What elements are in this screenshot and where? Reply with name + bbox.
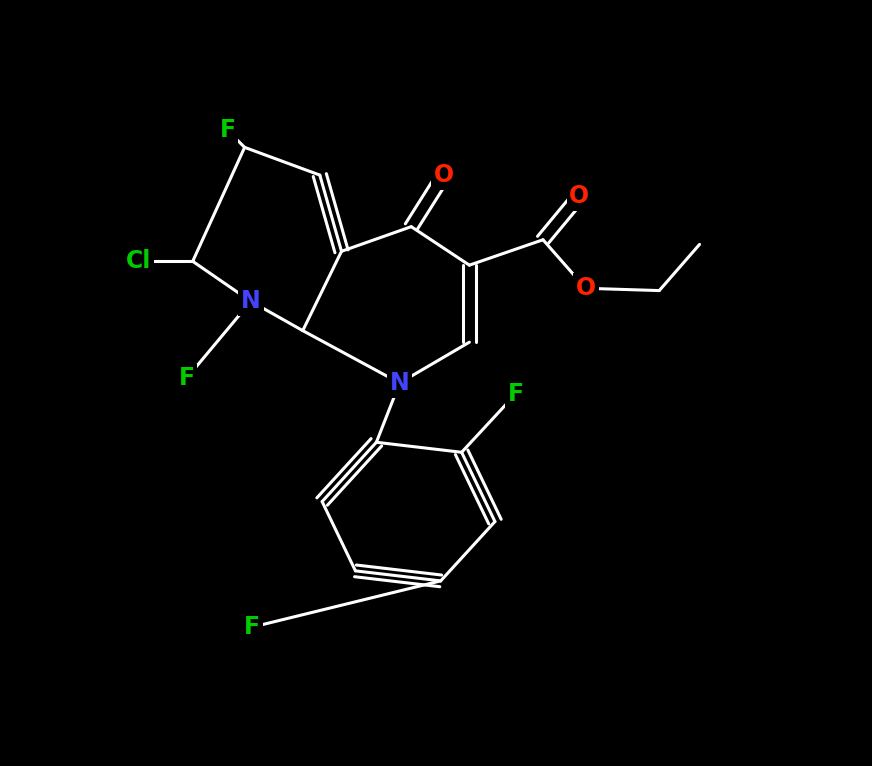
Text: F: F <box>508 381 524 406</box>
Text: N: N <box>390 371 410 395</box>
Text: N: N <box>241 290 261 313</box>
Text: O: O <box>576 277 596 300</box>
Text: F: F <box>220 119 235 142</box>
Text: O: O <box>433 163 453 187</box>
Text: O: O <box>569 184 589 208</box>
Text: F: F <box>244 615 261 639</box>
Text: F: F <box>179 366 194 391</box>
Text: Cl: Cl <box>126 249 151 273</box>
